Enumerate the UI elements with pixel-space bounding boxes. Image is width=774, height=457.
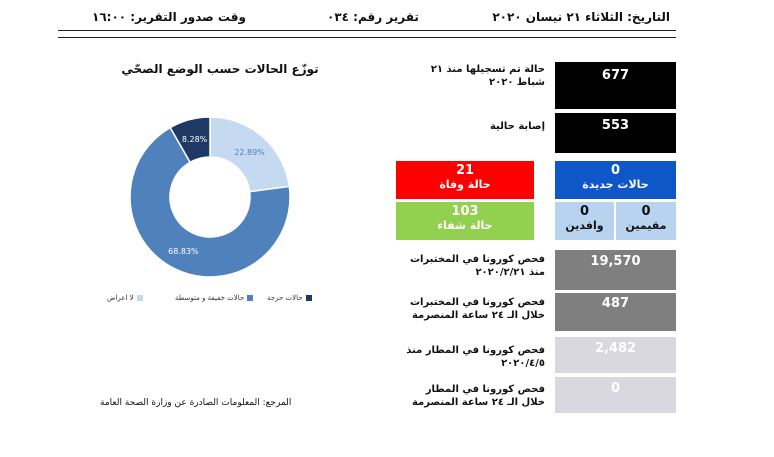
airport-24h-box: 0 [555, 377, 676, 413]
airport-total-value: 2,482 [594, 341, 637, 356]
residents-value: 0 [641, 204, 651, 219]
total-cases-box: 677 [555, 62, 676, 109]
residents-label: مقيمين [625, 219, 667, 232]
new-cases-box: 0 حالات جديدة [555, 161, 676, 199]
report-date: التاريخ: الثلاثاء ٢١ نيسان ٢٠٢٠ [492, 10, 670, 24]
lab-24h-label: فحص كورونا في المختبرات خلال الـ ٢٤ ساعة… [409, 297, 545, 321]
donut-chart: 22.89% 68.83% 8.28% [129, 116, 291, 278]
deaths-label: حالة وفاة [439, 178, 491, 191]
legend-swatch-none [136, 295, 143, 301]
arrivals-label: وافدين [565, 219, 604, 232]
airport-24h-label: فحص كورونا في المطار خلال الـ ٢٤ ساعة ال… [411, 384, 545, 408]
new-cases-value: 0 [610, 163, 621, 178]
legend-label-critical: حالات حرجة [267, 294, 303, 302]
recovered-box: 103 حالة شفاء [396, 202, 534, 240]
lab-total-label: فحص كورونا في المختبرات منذ ٢٠٢٠/٢/٢١ [409, 254, 545, 278]
active-cases-label: إصابة حالية [489, 121, 545, 132]
header-rule-top [58, 30, 676, 31]
lab-24h-value: 487 [601, 296, 630, 311]
residents-box: 0 مقيمين [616, 202, 676, 240]
total-cases-value: 677 [601, 68, 630, 83]
arrivals-value: 0 [579, 204, 590, 219]
lab-total-box: 19,570 [555, 250, 676, 290]
arrivals-box: 0 وافدين [555, 202, 615, 240]
legend-label-mild: حالات خفيفة و متوسطة [175, 294, 245, 302]
airport-total-label: فحص كورونا في المطار منذ ٢٠٢٠/٤/٥ [406, 345, 545, 369]
slice-label-mild: 68.83% [168, 247, 199, 256]
source-note: المرجع: المعلومات الصادرة عن وزارة الصحة… [100, 398, 292, 408]
recovered-value: 103 [451, 204, 479, 219]
active-cases-box: 553 [555, 113, 676, 153]
donut-slice-mild [129, 126, 291, 278]
total-cases-label: حالة تم تسجيلها منذ ٢١ شباط ٢٠٢٠ [430, 64, 545, 88]
donut-slice-none [209, 116, 291, 193]
report-number: تقرير رقم: ٠٣٤ [327, 10, 419, 24]
deaths-value: 21 [455, 163, 475, 178]
report-issue-time: وقت صدور التقرير: ١٦:٠٠ [92, 10, 246, 24]
donut-slice-critical [169, 116, 211, 164]
lab-24h-box: 487 [555, 293, 676, 331]
slice-label-none: 22.89% [234, 148, 265, 157]
legend-item-mild: حالات خفيفة و متوسطة [175, 294, 254, 302]
header-rule-bottom [58, 37, 676, 38]
new-cases-label: حالات جديدة [582, 178, 649, 191]
airport-24h-value: 0 [610, 381, 621, 396]
deaths-box: 21 حالة وفاة [396, 161, 534, 199]
recovered-label: حالة شفاء [437, 219, 493, 232]
lab-total-value: 19,570 [590, 254, 641, 269]
active-cases-value: 553 [601, 118, 630, 133]
legend-swatch-mild [247, 295, 254, 301]
airport-total-box: 2,482 [555, 337, 676, 373]
chart-title: توزّع الحالات حسب الوضع الصحّي [121, 62, 319, 76]
legend-swatch-critical [305, 295, 312, 301]
legend-item-none: لا اعراض [107, 294, 143, 302]
legend-item-critical: حالات حرجة [267, 294, 312, 302]
slice-label-critical: 8.28% [182, 135, 208, 144]
legend-label-none: لا اعراض [107, 294, 134, 302]
